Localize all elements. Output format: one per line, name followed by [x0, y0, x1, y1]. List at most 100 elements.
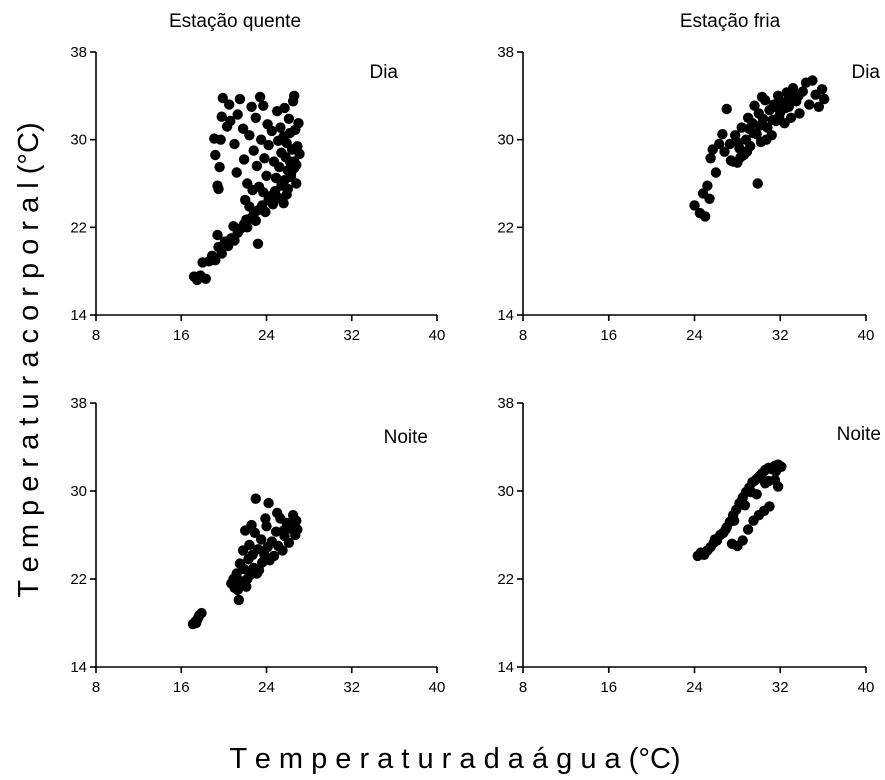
scatter-point: [740, 500, 750, 510]
column-title-cold: Estação fria: [680, 11, 781, 32]
scatter-point: [711, 167, 721, 177]
y-tick-label: 30: [70, 483, 87, 500]
x-tick-label: 8: [92, 679, 100, 696]
scatter-point: [705, 153, 715, 163]
scatter-panel-3: 142230388 16 24 32 40Noite: [70, 395, 445, 696]
scatter-point: [284, 114, 294, 124]
scatter-point: [193, 612, 203, 622]
scatter-point: [266, 191, 276, 201]
scatter-point: [251, 494, 261, 504]
x-tick-label: 24: [258, 327, 275, 344]
y-tick-label: 38: [70, 44, 87, 61]
scatter-point: [246, 102, 256, 112]
scatter-point: [738, 535, 748, 545]
scatter-point: [239, 154, 249, 164]
scatter-point: [704, 194, 714, 204]
y-tick-label: 22: [70, 571, 87, 588]
scatter-point: [246, 520, 256, 530]
x-tick-label: 16: [600, 327, 617, 344]
x-tick-label: 40: [858, 679, 875, 696]
x-tick-label: 40: [858, 327, 875, 344]
scatter-point: [235, 94, 245, 104]
scatter-point: [201, 274, 211, 284]
scatter-point: [216, 135, 226, 145]
scatter-point: [249, 145, 259, 155]
scatter-point: [244, 130, 254, 140]
x-tick-label: 8: [92, 327, 100, 344]
x-tick-label: 40: [429, 679, 446, 696]
y-tick-label: 22: [70, 219, 87, 236]
scatter-point: [240, 195, 250, 205]
scatter-point: [753, 178, 763, 188]
scatter-point: [761, 135, 771, 145]
scatter-point: [251, 216, 261, 226]
scatter-point: [210, 150, 220, 160]
x-tick-label: 32: [772, 327, 789, 344]
y-tick-label: 14: [70, 659, 87, 676]
scatter-point: [277, 178, 287, 188]
scatter-panel-1: 14 22 30 38 8 16 24 32 40 Dia: [70, 44, 445, 344]
x-tick-label: 24: [258, 679, 275, 696]
scatter-point: [726, 155, 736, 165]
scatter-point: [722, 104, 732, 114]
scatter-panel-2: 14 22 30 38 8 16 24 32 40 Dia: [497, 44, 880, 344]
scatter-point: [717, 129, 727, 139]
scatter-point: [241, 215, 251, 225]
scatter-point: [213, 184, 223, 194]
scatter-point: [253, 239, 263, 249]
y-tick-label: 38: [497, 44, 514, 61]
scatter-point: [285, 520, 295, 530]
y-tick-label: 22: [497, 571, 514, 588]
scatter-point: [771, 466, 781, 476]
scatter-point: [744, 124, 754, 134]
scatter-point: [294, 149, 304, 159]
scatter-point: [743, 524, 753, 534]
scatter-point: [755, 120, 765, 130]
y-tick-label: 30: [497, 132, 514, 149]
scatter-point: [742, 147, 752, 157]
panel-label: Noite: [384, 427, 428, 448]
scatter-point: [773, 481, 783, 491]
x-tick-label: 32: [772, 679, 789, 696]
scatter-point: [224, 99, 234, 109]
scatter-point: [819, 94, 829, 104]
scatter-point: [804, 99, 814, 109]
y-tick-label: 30: [497, 483, 514, 500]
scatter-point: [233, 585, 243, 595]
x-tick-label: 8: [519, 327, 527, 344]
panels-group: 142230388 16 24 32 40Dia142230388 16 24 32 40Dia…: [70, 44, 881, 696]
x-tick-label: 16: [173, 327, 190, 344]
scatter-point: [233, 109, 243, 119]
scatter-point: [242, 574, 252, 584]
scatter-point: [279, 103, 289, 113]
scatter-point: [214, 162, 224, 172]
scatter-point: [729, 516, 739, 526]
scatter-point: [770, 102, 780, 112]
scatter-point: [807, 75, 817, 85]
scatter-point: [763, 476, 773, 486]
scatter-point: [774, 112, 784, 122]
y-axis-title: T e m p e r a t u r a c o r p o r a l (°…: [13, 122, 45, 597]
y-tick-label: 38: [497, 395, 514, 412]
scatter-point: [259, 153, 269, 163]
scatter-point: [234, 595, 244, 605]
scatter-point: [293, 118, 303, 128]
x-tick-label: 8: [519, 679, 527, 696]
x-tick-label: 16: [173, 679, 190, 696]
y-tick-label: 14: [70, 307, 87, 324]
scatter-panel-4: 14 22 30 38 8 16 24 32 40 Noite: [497, 395, 881, 696]
x-tick-label: 32: [343, 327, 360, 344]
scatter-point: [794, 108, 804, 118]
scatter-point: [278, 198, 288, 208]
scatter-point: [260, 513, 270, 523]
scatter-point: [700, 211, 710, 221]
scatter-point: [260, 207, 270, 217]
panel-label: Dia: [369, 62, 398, 83]
scatter-point: [261, 171, 271, 181]
scatter-point: [793, 91, 803, 101]
scatter-point: [252, 161, 262, 171]
column-title-warm: Estação quente: [169, 11, 301, 32]
x-axis-title: T e m p e r a t u r a d a á g u a (°C): [229, 743, 680, 775]
scatter-point: [255, 92, 265, 102]
